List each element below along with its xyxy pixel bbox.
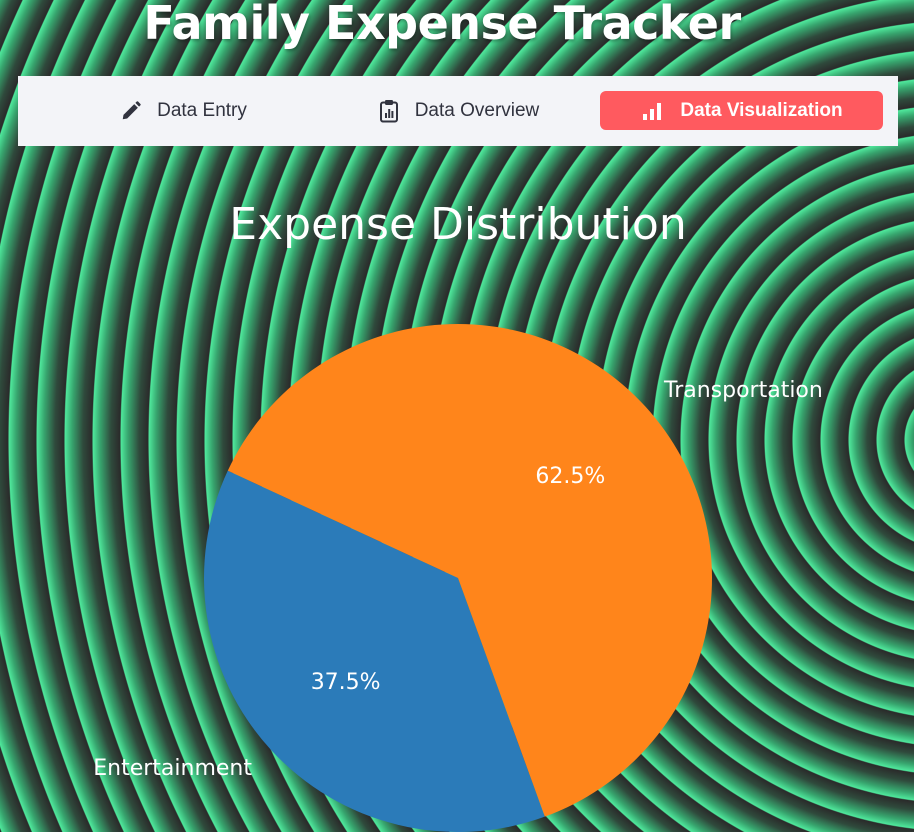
pie-slice-entertainment bbox=[203, 470, 545, 832]
pie-labels: Entertainment 37.5% Transportation 62.5% bbox=[93, 378, 823, 781]
tab-data-visualization-label: Data Visualization bbox=[680, 99, 843, 121]
app-title: Family Expense Tracker bbox=[143, 0, 741, 50]
percent-label-entertainment: 37.5% bbox=[311, 670, 381, 695]
tab-data-visualization[interactable]: Data Visualization bbox=[600, 91, 883, 130]
tab-bar: Data Entry Data Overview Data Visualizat… bbox=[18, 76, 898, 146]
pie-slice-transportation bbox=[227, 324, 712, 817]
bar-chart-icon bbox=[640, 99, 664, 123]
tab-data-entry-label: Data Entry bbox=[157, 99, 247, 121]
expense-pie-chart: Expense Distribution Entertainment 37.5% T… bbox=[93, 199, 823, 832]
chart-title: Expense Distribution bbox=[229, 199, 686, 250]
pie-slices bbox=[203, 324, 712, 832]
clipboard-chart-icon bbox=[377, 99, 401, 123]
category-label-transportation: Transportation bbox=[663, 378, 823, 403]
tab-data-overview[interactable]: Data Overview bbox=[368, 91, 548, 130]
tab-data-overview-label: Data Overview bbox=[414, 99, 540, 121]
category-label-entertainment: Entertainment bbox=[93, 756, 252, 781]
pencil-icon bbox=[119, 99, 143, 123]
percent-label-transportation: 62.5% bbox=[535, 464, 605, 489]
tab-data-entry[interactable]: Data Entry bbox=[98, 91, 268, 130]
